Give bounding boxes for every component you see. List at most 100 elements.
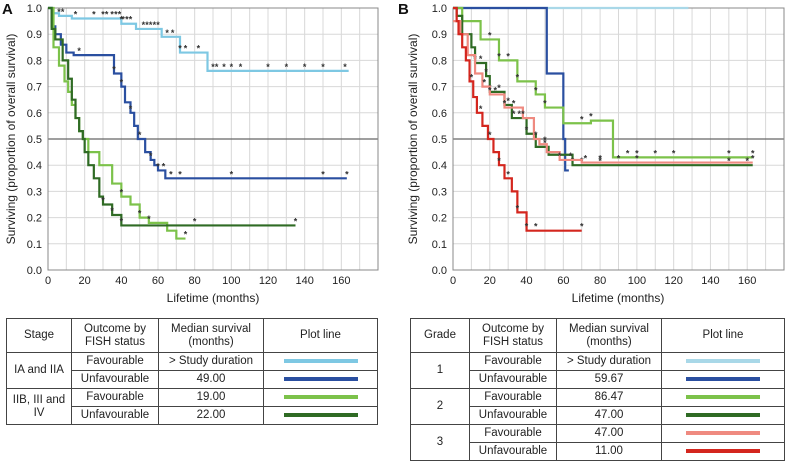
censor-mark: * [534, 130, 538, 140]
median-cell: 49.00 [158, 370, 264, 389]
header-median: Median survival (months) [158, 318, 264, 353]
censor-mark: * [211, 62, 215, 72]
plot-line-cell [661, 388, 785, 407]
x-tick-label: 40 [520, 275, 532, 287]
x-tick-label: 100 [628, 275, 646, 287]
censor-mark: * [497, 83, 501, 93]
header-stage: Stage [6, 318, 72, 353]
outcome-cell: Unfavourable [469, 406, 557, 425]
outcome-cell: Favourable [469, 388, 557, 407]
table-row: 2 Favourable 86.47 [410, 388, 785, 425]
censor-mark: * [120, 188, 124, 198]
legend-table-b: Grade Outcome by FISH status Median surv… [410, 318, 785, 461]
censor-mark: * [516, 72, 520, 82]
group-label: 3 [410, 424, 470, 461]
censor-mark: * [266, 62, 270, 72]
censor-mark: * [479, 54, 483, 64]
y-tick-label: 1.0 [27, 3, 42, 15]
plot-line-swatch [686, 358, 760, 363]
censor-mark: * [571, 156, 575, 166]
censor-mark: * [142, 20, 146, 30]
y-axis-label-a: Surviving (proportion of overall surviva… [4, 34, 18, 245]
y-tick-label: 0.2 [27, 213, 42, 225]
censor-mark: * [145, 20, 149, 30]
plot-line-swatch [283, 376, 358, 381]
x-tick-label: 80 [594, 275, 606, 287]
survival-curve [48, 6, 296, 227]
censor-mark: * [129, 104, 133, 114]
censor-mark: * [483, 78, 487, 88]
censor-mark: * [598, 154, 602, 164]
x-tick-label: 100 [222, 275, 240, 287]
x-axis-label-a: Lifetime (months) [167, 291, 260, 305]
outcome-cell: Unfavourable [71, 406, 159, 425]
censor-mark: * [222, 62, 226, 72]
x-tick-label: 0 [450, 275, 456, 287]
table-row: IA and IIA Favourable > Study duration [6, 352, 378, 389]
table-row: Unfavourable 47.00 [411, 406, 785, 425]
chart-panel-a: A 0 20 40 60 80 100 120 140 160 0.00.10.20.30.40… [2, 1, 379, 305]
censor-mark: * [114, 9, 118, 19]
censor-mark: * [120, 15, 124, 25]
table-row: Unfavourable 22.00 [7, 406, 378, 425]
plot-line-cell [661, 352, 785, 371]
group-label: 1 [410, 352, 470, 389]
censor-mark: * [101, 9, 105, 19]
outcome-cell: Favourable [71, 388, 159, 407]
censor-mark: * [516, 203, 520, 213]
plot-frame-a [47, 7, 379, 271]
x-tick-label: 160 [332, 275, 350, 287]
x-tick-label: 20 [484, 275, 496, 287]
median-cell: 86.47 [556, 388, 662, 407]
censor-mark: * [285, 62, 289, 72]
survival-curve [453, 6, 582, 232]
survival-curve [453, 6, 569, 172]
y-axis-label-b: Surviving (proportion of overall surviva… [406, 34, 420, 245]
median-cell: 47.00 [556, 424, 662, 443]
x-tick-label: 60 [557, 275, 569, 287]
y-ticks-a: 0.0 0.1 0.2 0.3 0.4 0.5 0.6 0.7 0.8 0.9 1.0 [27, 3, 42, 277]
censor-mark: * [584, 154, 588, 164]
censor-mark: * [598, 156, 602, 166]
plot-line-cell [263, 352, 378, 371]
censor-mark: * [751, 154, 755, 164]
y-tick-label: 0.3 [432, 186, 447, 198]
series-a: * * * * * * * * *** * ** * * * ** ** * ** * * * * * * * * ********… [48, 7, 349, 240]
censor-mark: * [118, 9, 122, 19]
censor-mark: * [169, 169, 173, 179]
x-tick-label: 120 [259, 275, 277, 287]
censor-mark: * [156, 161, 160, 171]
plot-line-cell [661, 370, 785, 389]
x-tick-label: 160 [738, 275, 756, 287]
x-tick-label: 140 [701, 275, 719, 287]
censor-mark: * [589, 112, 593, 122]
table-row: 1 Favourable > Study duration [410, 352, 785, 389]
group-label: IIB, III and IV [6, 388, 72, 425]
censor-mark: * [101, 196, 105, 206]
censor-mark: * [672, 148, 676, 158]
censor-mark: * [580, 114, 584, 124]
censor-mark: * [149, 151, 153, 161]
plot-line-swatch [283, 394, 358, 399]
y-tick-label: 0.4 [27, 160, 42, 172]
censor-mark: * [626, 148, 630, 158]
survival-curve [48, 6, 347, 180]
censor-mark: * [171, 28, 175, 38]
y-tick-label: 0.7 [27, 82, 42, 94]
median-cell: 11.00 [556, 442, 662, 461]
outcome-cell: Unfavourable [469, 370, 557, 389]
censor-mark: * [178, 169, 182, 179]
x-ticks-a: 0 20 40 60 80 100 120 140 160 [45, 275, 351, 287]
plot-line-swatch [283, 358, 358, 363]
legend-header-row: Grade Outcome by FISH status Median surv… [410, 318, 785, 353]
survival-curve [48, 6, 186, 240]
censor-mark: * [112, 65, 116, 75]
header-median: Median survival (months) [556, 318, 662, 353]
censor-mark: * [215, 62, 219, 72]
censor-mark: * [484, 67, 488, 77]
y-tick-label: 0.1 [27, 239, 42, 251]
censor-mark: * [506, 169, 510, 179]
panel-label-b: B [398, 1, 409, 18]
censor-mark: * [149, 20, 153, 30]
censor-mark: * [525, 125, 529, 135]
